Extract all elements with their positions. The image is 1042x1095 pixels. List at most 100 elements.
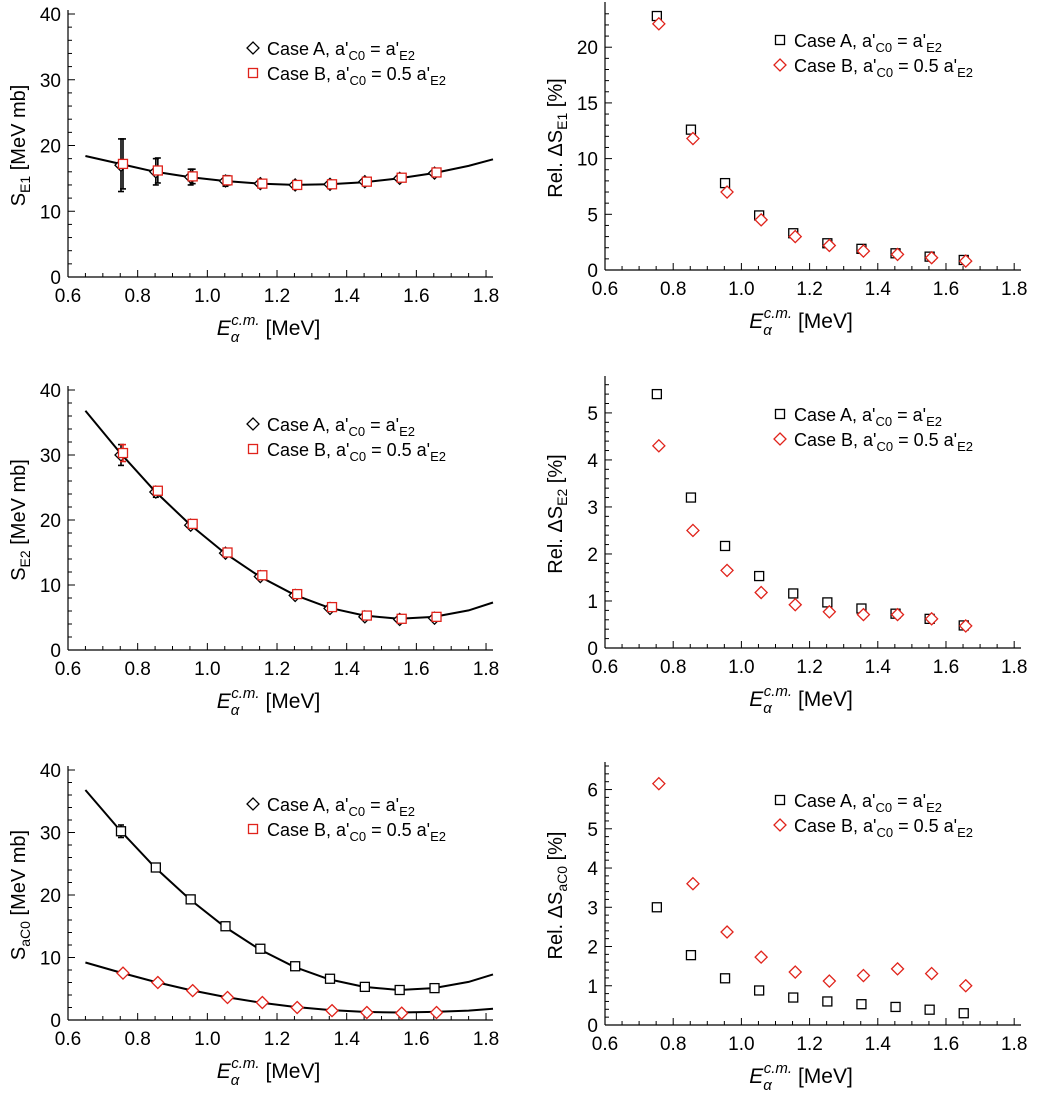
y-tick-label: 2	[587, 938, 598, 959]
data-point	[720, 563, 734, 578]
legend-label: Case B, a'C0​ = 0.5 a'E2​	[794, 816, 973, 840]
data-point	[117, 158, 129, 170]
x-tick-label: 1.4	[333, 286, 360, 307]
series-case-b	[116, 966, 444, 1021]
data-point	[788, 597, 803, 612]
data-point	[958, 1008, 969, 1019]
data-point	[292, 588, 303, 600]
data-point	[255, 943, 266, 954]
x-axis-label: Eαc.m. [MeV]	[217, 685, 321, 719]
data-point	[150, 975, 165, 990]
data-point	[220, 921, 231, 932]
data-point	[958, 618, 973, 633]
y-tick-label: 0	[587, 639, 598, 660]
y-axis-label: SaC0 [MeV mb]	[8, 830, 33, 960]
data-point	[924, 966, 939, 981]
legend: Case A, a'C0​ = a'E2​Case B, a'C0​ = 0.5…	[246, 415, 446, 464]
data-point	[187, 518, 198, 530]
legend-marker	[773, 432, 787, 446]
data-point	[292, 179, 303, 191]
data-point	[396, 172, 407, 183]
legend-marker	[246, 797, 260, 811]
x-tick-label: 1.0	[728, 657, 754, 678]
x-axis-label: Eαc.m. [MeV]	[749, 305, 853, 339]
data-point	[788, 229, 803, 244]
data-point	[753, 985, 765, 996]
y-tick-label: 30	[40, 446, 61, 467]
y-tick-label: 1	[587, 592, 598, 613]
y-tick-label: 40	[40, 761, 61, 782]
x-tick-label: 1.2	[796, 279, 822, 300]
data-point	[257, 570, 268, 581]
data-point	[822, 604, 837, 619]
data-point	[719, 540, 731, 552]
legend-marker	[247, 443, 259, 455]
y-tick-label: 4	[587, 451, 598, 472]
y-axis-label: Rel. ΔSE1 [%]	[545, 78, 570, 197]
y-tick-label: 10	[40, 202, 61, 223]
chart-rel_aC0: 0.6 0.8 1.0 1.2 1.4 1.6 1.8 0 1 2 3 4 5 6 Eαc.m. [MeV]…	[545, 762, 1027, 1094]
data-point	[394, 1006, 409, 1021]
x-tick-label: 1.0	[194, 286, 220, 307]
x-tick-label: 0.8	[660, 1034, 686, 1055]
y-tick-label: 3	[587, 898, 598, 919]
data-point	[431, 167, 442, 178]
legend-label: Case B, a'C0​ = 0.5 a'E2​	[267, 440, 446, 464]
x-tick-label: 1.6	[403, 1029, 429, 1050]
data-point	[788, 992, 799, 1003]
x-tick-label: 1.2	[264, 1029, 290, 1050]
x-tick-label: 0.6	[55, 286, 81, 307]
data-point	[326, 179, 338, 190]
legend-marker	[246, 417, 260, 431]
legend-marker	[247, 67, 259, 79]
x-tick-label: 1.4	[865, 657, 892, 678]
data-point	[429, 1005, 444, 1020]
data-point	[359, 1005, 374, 1020]
x-tick-label: 1.8	[473, 659, 499, 680]
data-point	[116, 966, 130, 981]
data-point	[290, 961, 301, 972]
data-point	[152, 485, 163, 496]
x-tick-label: 1.0	[194, 659, 220, 680]
chart-S_aC0: 0.6 0.8 1.0 1.2 1.4 1.6 1.8 0 10 20 30 40 Eαc.m. [Me…	[8, 761, 499, 1089]
x-axis-label: Eαc.m. [MeV]	[217, 1055, 321, 1089]
y-tick-label: 4	[587, 859, 598, 880]
data-point	[754, 950, 769, 965]
x-tick-label: 1.8	[1001, 657, 1027, 678]
y-tick-label: 3	[587, 498, 598, 519]
data-point	[856, 607, 871, 622]
legend-label: Case B, a'C0​ = 0.5 a'E2​	[794, 430, 973, 454]
legend: Case A, a'C0​ = a'E2​Case B, a'C0​ = 0.5…	[246, 795, 446, 844]
x-axis-label: Eαc.m. [MeV]	[749, 1060, 853, 1094]
data-point	[958, 254, 973, 269]
data-point	[117, 447, 129, 459]
x-tick-label: 0.8	[124, 659, 150, 680]
x-axis-label: Eαc.m. [MeV]	[217, 312, 321, 346]
legend: Case A, a'C0​ = a'E2​Case B, a'C0​ = 0.5…	[773, 405, 973, 454]
y-tick-label: 0	[587, 1016, 598, 1037]
x-tick-label: 0.6	[592, 657, 618, 678]
x-tick-label: 1.4	[333, 659, 360, 680]
y-tick-label: 40	[40, 381, 61, 402]
data-point	[822, 974, 837, 988]
series-case-a	[651, 902, 969, 1019]
legend-label: Case A, a'C0​ = a'E2​	[794, 791, 942, 815]
data-point	[255, 995, 270, 1010]
data-point	[396, 613, 407, 624]
x-tick-label: 1.6	[933, 657, 959, 678]
data-point	[686, 523, 700, 538]
data-point	[651, 16, 666, 31]
y-tick-label: 15	[577, 94, 598, 115]
x-tick-label: 1.0	[194, 1029, 220, 1050]
data-point	[856, 244, 871, 258]
data-point	[222, 547, 233, 558]
data-point	[924, 1004, 935, 1015]
legend: Case A, a'C0​ = a'E2​Case B, a'C0​ = 0.5…	[773, 791, 973, 840]
legend-label: Case B, a'C0​ = 0.5 a'E2​	[267, 820, 446, 844]
y-tick-label: 40	[40, 5, 61, 26]
data-point	[754, 585, 769, 600]
series-case-a	[114, 443, 442, 627]
data-point	[361, 176, 372, 187]
series-case-b	[651, 16, 973, 269]
